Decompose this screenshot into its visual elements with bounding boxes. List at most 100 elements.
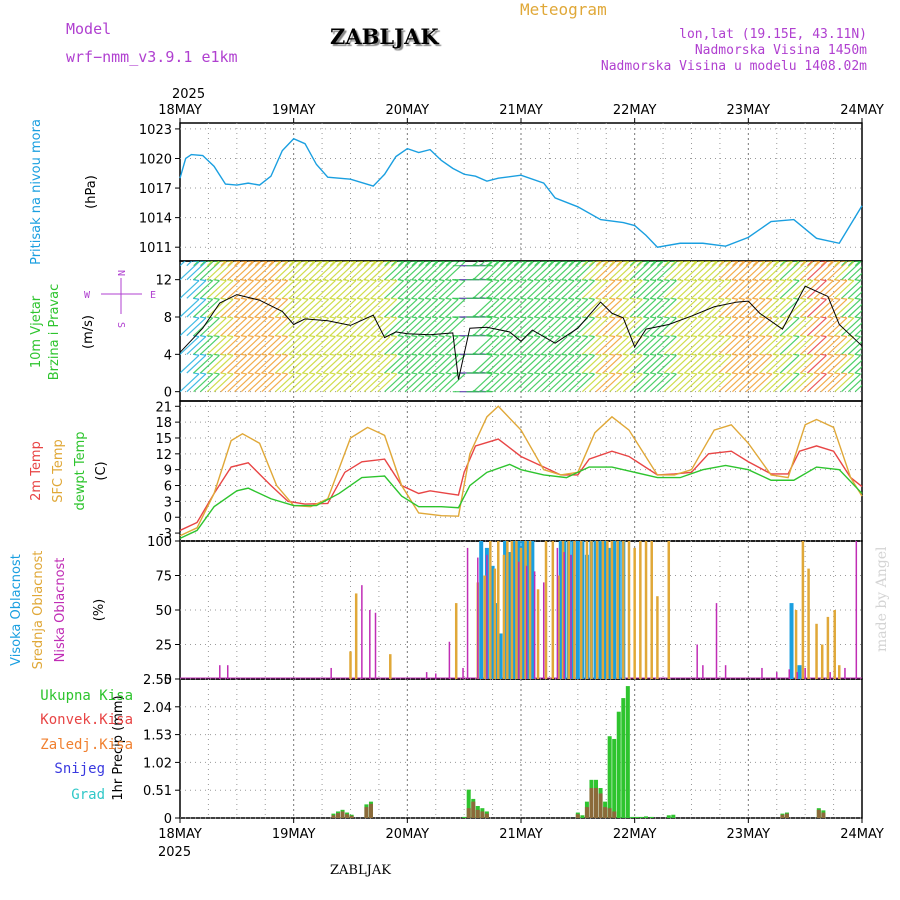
wind-barb bbox=[759, 317, 780, 337]
wind-barb bbox=[820, 261, 827, 267]
wind-barb bbox=[309, 280, 330, 299]
cloud-mid-bar bbox=[838, 665, 841, 679]
wind-barb bbox=[581, 261, 602, 281]
wind-barb bbox=[234, 336, 254, 355]
wind-barb bbox=[602, 373, 623, 393]
cloud-unit: (%) bbox=[92, 599, 107, 622]
wind-barb bbox=[793, 373, 814, 393]
wind-barb bbox=[697, 336, 718, 355]
wind-barb bbox=[738, 317, 759, 337]
wind-barb bbox=[588, 373, 609, 393]
wind-barb-head bbox=[718, 247, 724, 248]
wind-barb bbox=[363, 336, 384, 355]
wind-barb bbox=[534, 354, 555, 374]
cloud-high-bar bbox=[479, 541, 484, 679]
wind-barb bbox=[350, 317, 370, 337]
wind-barb bbox=[575, 261, 595, 281]
wind-barb bbox=[288, 280, 309, 299]
wind-barb bbox=[322, 298, 343, 318]
wind-barb bbox=[643, 317, 664, 337]
cloud-low-bar bbox=[829, 672, 831, 679]
wind-barb bbox=[629, 261, 650, 281]
wind-barb bbox=[397, 354, 418, 374]
wind-barb bbox=[302, 354, 323, 374]
wind-barb-head bbox=[493, 247, 499, 248]
x-tick-label-bottom: 20MAY bbox=[386, 827, 430, 842]
wind-barb bbox=[268, 317, 289, 337]
wind-barb bbox=[684, 354, 705, 374]
wind-barb bbox=[834, 336, 855, 355]
compass-s: S bbox=[115, 322, 126, 328]
cloud-mid-bar bbox=[389, 654, 392, 679]
wind-barb bbox=[234, 261, 241, 267]
wind-barb bbox=[180, 317, 200, 337]
wind-barb bbox=[506, 298, 527, 318]
precip-total-bar bbox=[466, 789, 471, 818]
wind-barb bbox=[479, 336, 500, 355]
wind-barb bbox=[616, 261, 636, 281]
wind-barb bbox=[772, 298, 793, 318]
wind-barb bbox=[622, 373, 643, 393]
wind-barb bbox=[329, 354, 350, 374]
wind-barb bbox=[554, 317, 575, 337]
wind-barb bbox=[718, 280, 739, 299]
wind-barb bbox=[302, 280, 323, 299]
wind-barb-head bbox=[452, 261, 459, 263]
wind-barb bbox=[834, 261, 841, 267]
wind-barb bbox=[527, 354, 548, 374]
cloud-low-bar bbox=[533, 571, 536, 679]
wind-barb bbox=[186, 317, 207, 337]
wind-barb bbox=[384, 298, 405, 318]
wind-barb bbox=[193, 261, 214, 281]
wind-barb bbox=[220, 354, 241, 374]
precip-total-bar bbox=[630, 816, 635, 818]
wind-barb bbox=[841, 261, 848, 267]
cloud-mid-bar bbox=[567, 541, 570, 679]
wind-barb bbox=[800, 317, 821, 337]
x-tick-label-top: 21MAY bbox=[499, 103, 543, 118]
wind-barb-head bbox=[875, 317, 881, 318]
wind-barb bbox=[472, 261, 493, 281]
wind-barb bbox=[513, 354, 534, 374]
wind-barb bbox=[356, 317, 377, 337]
y-tick-label: 25 bbox=[155, 639, 172, 654]
wind-barb bbox=[766, 373, 786, 393]
cloud-mid-bar bbox=[493, 568, 497, 679]
x-tick-label-bottom: 23MAY bbox=[727, 827, 771, 842]
wind-barb bbox=[752, 373, 773, 393]
wind-barb bbox=[295, 280, 316, 299]
wind-barb bbox=[752, 298, 773, 318]
wind-barb-head bbox=[207, 247, 213, 248]
wind-barb bbox=[697, 373, 718, 393]
wind-barb bbox=[588, 261, 609, 281]
wind-barb bbox=[670, 336, 691, 355]
wind-barb bbox=[861, 390, 862, 392]
wind-barb-head bbox=[289, 247, 295, 248]
wind-barb bbox=[786, 317, 807, 337]
wind-barb bbox=[595, 280, 616, 299]
wind-barb bbox=[445, 280, 466, 299]
wind-barb bbox=[656, 373, 677, 393]
wind-barb bbox=[561, 280, 582, 299]
wind-barb-head bbox=[868, 317, 874, 318]
cloud-low-bar bbox=[844, 667, 846, 679]
cloud-mid-bar bbox=[627, 541, 631, 679]
cloud-mid-bar bbox=[616, 541, 619, 679]
wind-barb bbox=[234, 280, 254, 299]
wind-barb bbox=[261, 336, 282, 355]
wind-barb bbox=[691, 298, 711, 318]
y-tick-label: 1.02 bbox=[143, 756, 172, 771]
wind-barb bbox=[370, 354, 391, 374]
precip-conv-bar bbox=[368, 803, 373, 818]
wind-barb bbox=[841, 317, 861, 337]
wind-barb bbox=[725, 336, 746, 355]
wind-barb bbox=[234, 354, 254, 374]
wind-barb bbox=[779, 298, 800, 318]
wind-barb-head bbox=[786, 247, 792, 248]
wind-barb-head bbox=[458, 261, 466, 263]
wind-barb bbox=[800, 261, 807, 267]
cloud-low-bar bbox=[796, 672, 798, 679]
dewpt-line bbox=[179, 463, 863, 539]
compass-n: N bbox=[115, 270, 126, 276]
wind-barb-head bbox=[868, 373, 874, 374]
